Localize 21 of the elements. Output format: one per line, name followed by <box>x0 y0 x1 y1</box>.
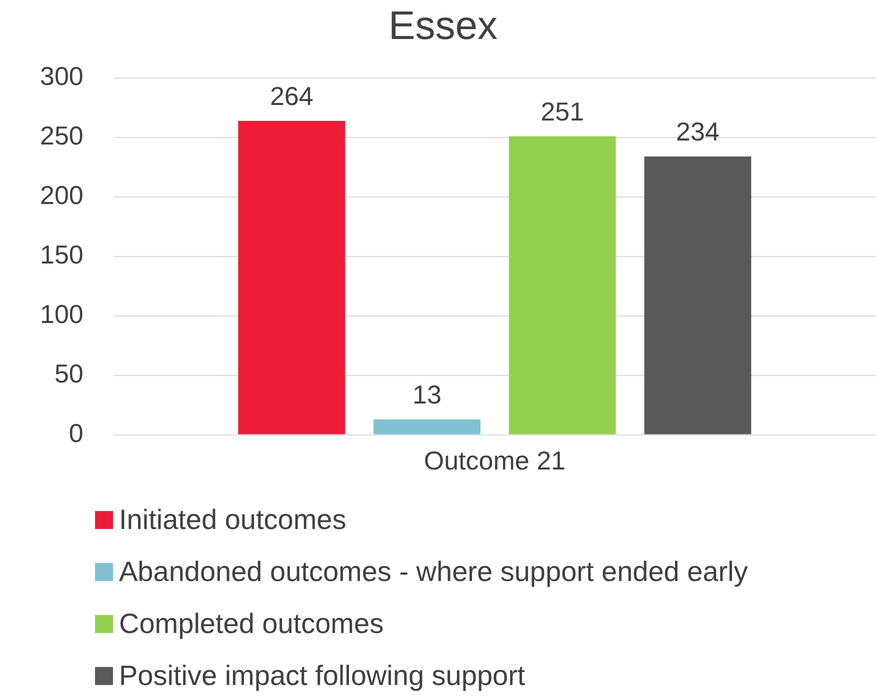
y-tick-label: 300 <box>40 61 84 92</box>
data-label: 13 <box>412 380 442 410</box>
y-tick-label: 100 <box>40 299 84 330</box>
data-label: 264 <box>270 80 314 111</box>
y-tick-label: 150 <box>40 240 84 270</box>
data-label: 251 <box>540 96 584 126</box>
y-tick-label: 250 <box>40 120 84 151</box>
bar <box>238 120 346 434</box>
legend-label: Positive impact following support <box>119 660 526 692</box>
bar <box>508 136 616 434</box>
x-tick-label: Outcome 21 <box>424 446 566 476</box>
data-label: 234 <box>676 116 720 147</box>
bar <box>374 419 480 434</box>
y-tick-label: 50 <box>54 358 84 389</box>
y-tick-label: 0 <box>68 418 84 448</box>
legend-label: Abandoned outcomes - where support ended early <box>119 556 748 588</box>
legend-label: Initiated outcomes <box>119 504 346 536</box>
chart-title: Essex <box>388 4 498 48</box>
bar <box>644 156 752 434</box>
legend-label: Completed outcomes <box>119 608 384 640</box>
y-tick-label: 200 <box>40 180 84 210</box>
